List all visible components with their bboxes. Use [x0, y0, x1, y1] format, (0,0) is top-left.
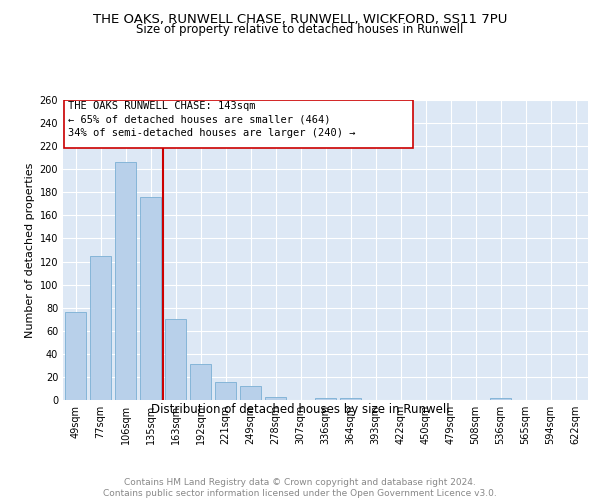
Bar	[64, 100, 413, 148]
Bar	[90, 256, 111, 400]
Bar	[490, 398, 511, 400]
Bar	[190, 364, 211, 400]
Bar	[215, 382, 236, 400]
Bar	[340, 398, 361, 400]
Bar	[315, 398, 336, 400]
Text: Contains HM Land Registry data © Crown copyright and database right 2024.
Contai: Contains HM Land Registry data © Crown c…	[103, 478, 497, 498]
Bar	[65, 312, 86, 400]
Bar	[240, 386, 261, 400]
Bar	[140, 197, 161, 400]
Text: Size of property relative to detached houses in Runwell: Size of property relative to detached ho…	[136, 24, 464, 36]
Y-axis label: Number of detached properties: Number of detached properties	[25, 162, 35, 338]
Text: Distribution of detached houses by size in Runwell: Distribution of detached houses by size …	[151, 402, 449, 415]
Text: THE OAKS RUNWELL CHASE: 143sqm
← 65% of detached houses are smaller (464)
34% of: THE OAKS RUNWELL CHASE: 143sqm ← 65% of …	[68, 101, 355, 138]
Bar	[165, 319, 186, 400]
Bar	[115, 162, 136, 400]
Bar	[265, 396, 286, 400]
Text: THE OAKS, RUNWELL CHASE, RUNWELL, WICKFORD, SS11 7PU: THE OAKS, RUNWELL CHASE, RUNWELL, WICKFO…	[93, 12, 507, 26]
